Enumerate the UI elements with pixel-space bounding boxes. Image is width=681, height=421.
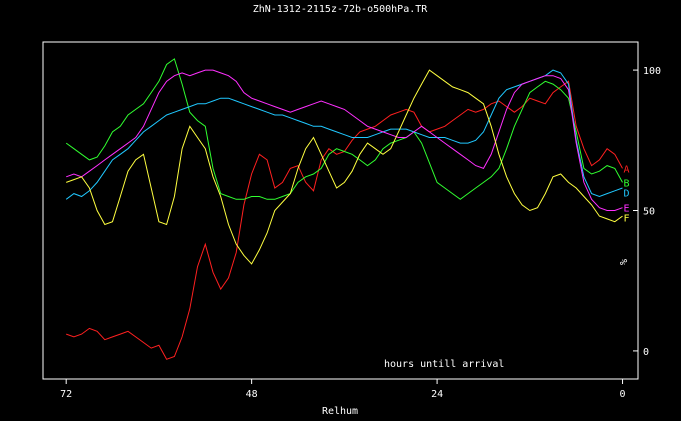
series-line-a [66,80,623,360]
series-end-label-a: A [624,164,630,175]
y-tick-label: 100 [643,66,661,77]
y-axis-label: % [617,259,628,265]
series-line-f [66,69,623,265]
series-end-label-b: B [624,178,630,189]
series-end-label-d: D [624,188,630,199]
x-tick-label: 24 [431,389,443,400]
axis-layer: 72 48 24 0 0 50 100 [60,66,661,400]
chart-title: ZhN-1312-2115z-72b-o500hPa.TR [253,4,429,15]
x-tick-label: 0 [620,389,626,400]
series-end-label-f: F [624,214,630,225]
x-tick-label: 72 [60,389,72,400]
x-axis-label: Relhum [322,406,358,417]
series-end-label-e: E [624,204,630,215]
y-tick-label: 50 [643,207,655,218]
series-line-b [65,58,623,200]
y-tick-label: 0 [643,347,649,358]
plot-frame [42,41,639,380]
x-tick-label: 48 [246,389,258,400]
annotation: hours untill arrival [384,359,504,370]
series-line-e [66,69,623,211]
